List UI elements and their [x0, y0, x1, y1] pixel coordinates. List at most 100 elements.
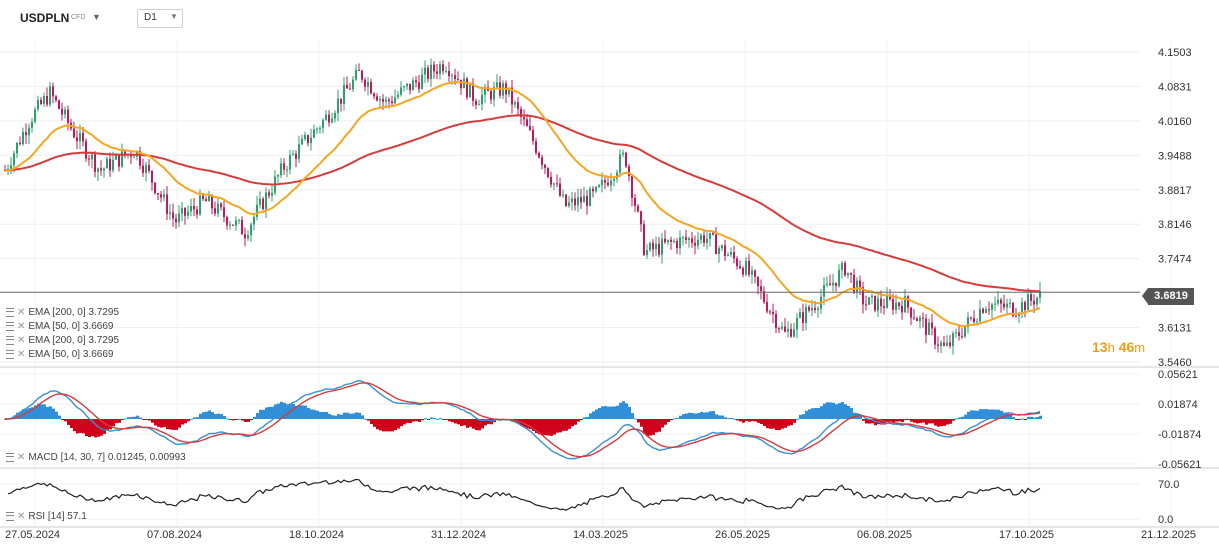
close-icon[interactable]: ✕ — [17, 307, 26, 318]
settings-icon[interactable] — [6, 349, 14, 359]
candle-body — [58, 100, 60, 109]
candle-body — [586, 195, 588, 206]
candle-body — [76, 137, 78, 142]
settings-icon[interactable] — [6, 452, 14, 462]
countdown-m-unit: m — [1134, 340, 1146, 355]
symbol-dropdown-icon[interactable]: ▼ — [92, 12, 101, 22]
macd-hist-bar — [277, 403, 280, 419]
close-icon[interactable]: ✕ — [17, 511, 26, 522]
macd-hist-bar — [220, 414, 223, 419]
macd-hist-bar — [547, 419, 550, 436]
macd-hist-bar — [334, 415, 337, 419]
macd-hist-bar — [649, 419, 652, 436]
macd-hist-bar — [331, 415, 334, 419]
settings-icon[interactable] — [6, 307, 14, 317]
legend-ema50-2[interactable]: ✕ EMA [50, 0] 3.6669 — [6, 349, 113, 360]
macd-hist-bar — [58, 415, 61, 419]
candle-body — [523, 117, 525, 120]
macd-hist-bar — [562, 419, 565, 431]
macd-hist-bar — [166, 419, 169, 430]
macd-hist-bar — [679, 415, 682, 419]
macd-hist-bar — [940, 419, 943, 427]
close-icon[interactable]: ✕ — [17, 321, 26, 332]
candle-body — [157, 193, 159, 195]
candle-body — [1009, 303, 1011, 305]
candle-body — [634, 197, 636, 207]
macd-hist-bar — [712, 411, 715, 419]
macd-hist-bar — [823, 403, 826, 419]
macd-hist-bar — [394, 419, 397, 431]
candle-body — [910, 307, 912, 318]
candle-body — [238, 219, 240, 221]
macd-hist-bar — [994, 409, 997, 419]
macd-hist-bar — [424, 418, 427, 420]
macd-hist-bar — [127, 417, 130, 419]
settings-icon[interactable] — [6, 335, 14, 345]
legend-macd[interactable]: ✕ MACD [14, 30, 7] 0.01245, 0.00993 — [6, 452, 186, 463]
close-icon[interactable]: ✕ — [17, 349, 26, 360]
candle-body — [925, 318, 927, 335]
macd-hist-bar — [322, 412, 325, 419]
macd-hist-bar — [967, 411, 970, 419]
close-icon[interactable]: ✕ — [17, 452, 26, 463]
close-icon[interactable]: ✕ — [17, 335, 26, 346]
symbol-label[interactable]: USDPLN — [20, 11, 70, 25]
macd-hist-bar — [700, 411, 703, 419]
candle-body — [682, 237, 684, 239]
macd-hist-bar — [28, 408, 31, 419]
candle-body — [979, 308, 981, 322]
macd-hist-bar — [85, 419, 88, 437]
chevron-down-icon: ▼ — [170, 12, 178, 21]
candle-body — [226, 217, 228, 226]
candle-body — [364, 79, 366, 87]
candle-body — [370, 81, 372, 94]
candle-body — [718, 248, 720, 254]
macd-hist-bar — [346, 412, 349, 419]
macd-hist-bar — [916, 419, 919, 424]
candle-body — [934, 328, 936, 345]
candle-body — [217, 203, 219, 214]
candle-body — [316, 128, 318, 130]
macd-hist-bar — [991, 409, 994, 419]
macd-hist-bar — [631, 413, 634, 419]
candle-body — [433, 64, 435, 72]
macd-hist-bar — [1018, 419, 1021, 420]
candle-body — [775, 314, 777, 329]
macd-hist-bar — [715, 414, 718, 419]
candle-body — [133, 156, 135, 158]
macd-hist-bar — [412, 419, 415, 422]
candle-body — [298, 144, 300, 159]
macd-hist-bar — [685, 413, 688, 419]
macd-hist-bar — [577, 419, 580, 422]
candle-body — [469, 83, 471, 98]
macd-hist-bar — [811, 408, 814, 419]
legend-ema200[interactable]: ✕ EMA [200, 0] 3.7295 — [6, 307, 119, 318]
candle-body — [259, 198, 261, 205]
macd-hist-bar — [934, 419, 937, 426]
candle-body — [583, 195, 585, 203]
legend-ema200-2[interactable]: ✕ EMA [200, 0] 3.7295 — [6, 335, 119, 346]
candle-body — [172, 212, 174, 219]
candle-body — [232, 224, 234, 226]
macd-hist-bar — [952, 419, 955, 421]
candle-body — [796, 317, 798, 330]
settings-icon[interactable] — [6, 511, 14, 521]
macd-hist-bar — [925, 419, 928, 425]
macd-hist-bar — [790, 419, 793, 426]
macd-hist-bar — [133, 416, 136, 419]
x-tick-label: 07.08.2024 — [147, 529, 202, 541]
timeframe-select[interactable]: D1 ▼ — [137, 9, 183, 28]
settings-icon[interactable] — [6, 321, 14, 331]
candle-body — [406, 83, 408, 87]
rsi-tick-label: 70.0 — [1158, 479, 1179, 491]
candle-body — [166, 194, 168, 214]
macd-hist-bar — [130, 416, 133, 419]
legend-ema50[interactable]: ✕ EMA [50, 0] 3.6669 — [6, 321, 113, 332]
macd-hist-bar — [142, 419, 145, 420]
legend-rsi[interactable]: ✕ RSI [14] 57.1 — [6, 511, 87, 522]
macd-hist-bar — [205, 411, 208, 419]
x-tick-label: 26.05.2025 — [715, 529, 770, 541]
macd-hist-bar — [658, 419, 661, 432]
candle-body — [28, 127, 30, 136]
